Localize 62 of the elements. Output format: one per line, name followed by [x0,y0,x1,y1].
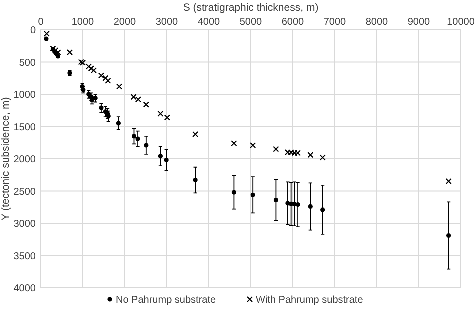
x-tick-label: 4000 [198,17,221,28]
y-tick-label: 1500 [14,122,36,134]
point [158,110,164,117]
point [164,114,170,121]
x-tick-label: 9000 [408,17,431,28]
point [158,154,163,159]
point [116,84,123,90]
point [320,154,326,161]
point [308,204,313,210]
point [274,198,278,203]
x-tick-label: 7000 [324,17,347,28]
y-tick-label: 2500 [14,186,36,198]
point [143,102,150,108]
point [273,146,280,152]
point [44,30,50,37]
y-tick-label: 0 [30,26,36,36]
x-tick-label: 1000 [72,17,95,28]
point [250,142,256,149]
point [144,143,149,148]
point [193,178,198,183]
point [308,152,314,158]
point [80,60,86,66]
x-tick-label: 6000 [282,17,305,28]
point [446,178,452,185]
x-tick-label: 8000 [366,17,389,28]
point [136,136,140,142]
x-tick-label: 5000 [240,17,263,28]
y-tick-label: 2000 [14,154,36,166]
x-tick-label: 3000 [156,17,179,28]
point [446,233,452,238]
point [90,68,97,74]
point [88,66,94,72]
point [296,202,300,208]
point [132,134,137,139]
y-tick-label: 4000 [14,284,36,294]
point [44,36,49,42]
point [192,131,199,138]
x-tick-label: 2000 [114,17,137,28]
point [86,64,92,70]
y-tick-label: 1000 [14,90,36,101]
point [164,158,169,163]
point [250,192,256,198]
point [106,114,111,119]
legend-label: With Pahrump substrate [256,295,364,306]
x-tick-label: 0 [38,17,44,28]
point [66,50,74,56]
point [56,54,61,59]
y-axis-title: Y (tectonic subsidence, m) [0,97,12,221]
point [105,78,112,84]
point [78,59,84,66]
x-axis-title: S (stratigraphic thickness, m) [183,2,319,14]
y-tick-label: 3500 [14,251,36,262]
point [98,72,105,79]
point [320,208,326,212]
point [90,98,95,103]
point [231,140,238,147]
point [116,121,121,126]
point [232,190,236,195]
point [99,106,104,110]
legend-label: No Pahrump substrate [116,295,216,306]
y-tick-label: 500 [19,58,36,69]
y-tick-label: 3000 [14,219,36,230]
